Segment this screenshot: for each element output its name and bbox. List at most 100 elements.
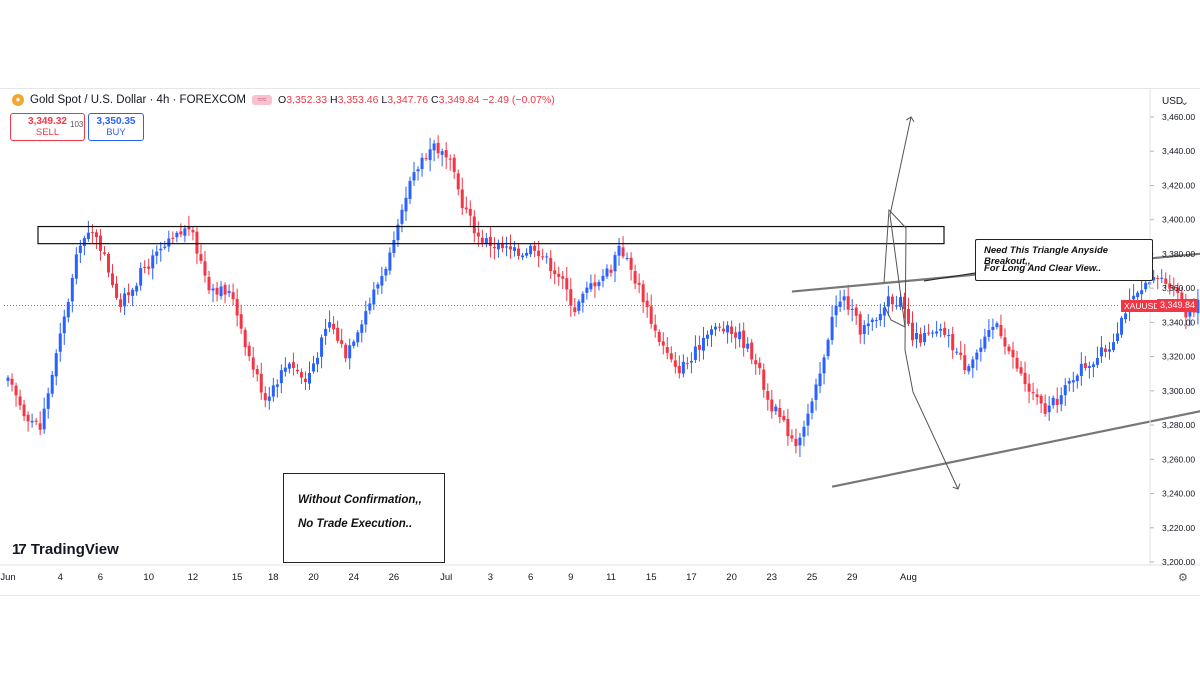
candle-body bbox=[324, 328, 328, 336]
candle-body bbox=[468, 208, 472, 216]
candle-body bbox=[593, 282, 597, 287]
candle-body bbox=[673, 360, 677, 367]
y-tick-label: 3,380.00 bbox=[1162, 249, 1195, 259]
candle-body bbox=[1055, 398, 1059, 406]
candle-body bbox=[127, 292, 131, 296]
candle-body bbox=[878, 313, 882, 321]
candle-body bbox=[569, 289, 573, 306]
candle-body bbox=[50, 374, 54, 394]
candle-body bbox=[243, 329, 247, 348]
candle-body bbox=[625, 258, 629, 260]
candle-body bbox=[681, 361, 685, 374]
candle-body bbox=[308, 373, 311, 384]
candle-body bbox=[919, 334, 923, 343]
candle-body bbox=[718, 326, 722, 328]
candle-body bbox=[90, 232, 94, 234]
candle-body bbox=[573, 307, 577, 313]
candle-body bbox=[955, 351, 959, 353]
candle-body bbox=[388, 252, 392, 271]
candle-body bbox=[689, 360, 693, 363]
tradingview-name: TradingView bbox=[30, 541, 119, 558]
candle-body bbox=[561, 276, 565, 279]
candle-body bbox=[219, 286, 223, 297]
candle-body bbox=[1051, 397, 1055, 406]
candle-body bbox=[911, 322, 914, 341]
candle-body bbox=[798, 437, 802, 446]
candle-body bbox=[565, 278, 569, 290]
candle-body bbox=[303, 378, 307, 383]
candle-body bbox=[500, 243, 504, 249]
candle-body bbox=[400, 209, 404, 224]
candle-body bbox=[541, 256, 545, 258]
candle-body bbox=[199, 254, 203, 261]
candle-body bbox=[1156, 277, 1160, 279]
candle-body bbox=[416, 169, 420, 172]
candle-body bbox=[247, 345, 251, 357]
candle-body bbox=[1015, 357, 1019, 369]
candle-body bbox=[746, 343, 750, 349]
candle-body bbox=[886, 296, 890, 307]
candle-body bbox=[874, 320, 878, 322]
chevron-down-icon[interactable]: ⌄ bbox=[1180, 96, 1190, 108]
candle-body bbox=[959, 352, 963, 356]
tradingview-logo: 17 TradingView bbox=[12, 541, 119, 558]
candle-body bbox=[496, 244, 500, 250]
note-triangle-breakout[interactable]: Need This Triangle Anyside Breakout,, Fo… bbox=[975, 239, 1153, 281]
candle-body bbox=[778, 407, 782, 417]
candle-body bbox=[1099, 347, 1103, 357]
candle-body bbox=[581, 293, 585, 303]
candle-body bbox=[854, 307, 858, 316]
candle-body bbox=[6, 377, 10, 381]
candle-body bbox=[412, 172, 416, 181]
note-no-confirmation[interactable]: Without Confirmation,, No Trade Executio… bbox=[283, 473, 445, 563]
candle-body bbox=[1180, 292, 1184, 306]
candle-body bbox=[78, 245, 82, 253]
candle-body bbox=[1043, 403, 1047, 414]
x-tick-label: 18 bbox=[268, 572, 279, 583]
candle-body bbox=[255, 369, 259, 375]
candle-body bbox=[669, 353, 673, 360]
candle-body bbox=[517, 248, 521, 256]
candle-body bbox=[179, 231, 183, 235]
candle-body bbox=[111, 273, 115, 286]
candle-body bbox=[291, 362, 295, 369]
candle-body bbox=[74, 254, 78, 279]
settings-icon[interactable]: ⚙ bbox=[1178, 572, 1188, 584]
candle-body bbox=[645, 300, 649, 308]
candle-body bbox=[665, 347, 669, 353]
sell-button[interactable]: 3,349.32 SELL bbox=[10, 113, 85, 141]
candle-body bbox=[758, 362, 762, 369]
triangle-upper-trendline bbox=[791, 252, 1200, 293]
candle-body bbox=[424, 158, 428, 160]
candle-body bbox=[1124, 313, 1128, 320]
candle-body bbox=[641, 284, 645, 303]
candle-body bbox=[1031, 392, 1035, 394]
x-tick-label: 15 bbox=[646, 572, 657, 583]
candle-body bbox=[601, 275, 605, 281]
candle-body bbox=[850, 309, 854, 311]
candle-body bbox=[1047, 405, 1051, 413]
candle-body bbox=[1172, 287, 1176, 289]
sell-price: 3,349.32 bbox=[28, 116, 67, 127]
candle-body bbox=[927, 332, 931, 334]
candle-body bbox=[263, 393, 267, 401]
candle-body bbox=[364, 311, 368, 325]
currency-selector[interactable]: USD bbox=[1162, 96, 1184, 107]
buy-button[interactable]: 3,350.35 BUY bbox=[88, 113, 144, 141]
candle-body bbox=[629, 257, 633, 270]
candle-body bbox=[730, 326, 734, 334]
candle-body bbox=[404, 197, 408, 212]
candle-body bbox=[1007, 346, 1011, 352]
candle-body bbox=[26, 414, 30, 422]
note-right-line-1: Need This Triangle Anyside Breakout,, bbox=[984, 245, 1109, 267]
candle-body bbox=[70, 277, 74, 302]
candle-body bbox=[58, 333, 62, 352]
candle-body bbox=[915, 333, 919, 340]
candle-body bbox=[102, 252, 106, 254]
candle-body bbox=[790, 435, 794, 439]
candle-body bbox=[693, 346, 697, 361]
candle-body bbox=[107, 254, 110, 273]
symbol-title[interactable]: Gold Spot / U.S. Dollar · 4h · FOREXCOM bbox=[30, 94, 247, 106]
candle-body bbox=[1176, 287, 1180, 293]
